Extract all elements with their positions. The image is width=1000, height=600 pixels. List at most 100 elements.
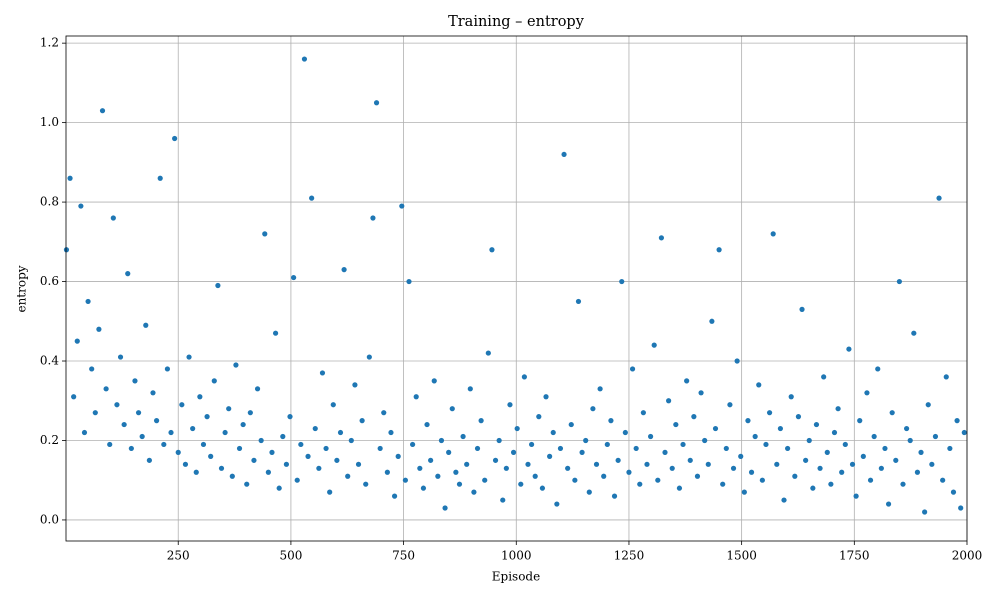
y-tick-label: 1.0 <box>40 115 59 129</box>
point <box>853 493 859 499</box>
point <box>586 489 592 495</box>
point <box>723 445 729 452</box>
point <box>114 402 120 408</box>
point <box>803 457 809 463</box>
point <box>117 354 124 360</box>
point <box>240 421 246 428</box>
point <box>456 481 463 487</box>
point <box>673 421 679 428</box>
point <box>676 485 683 491</box>
point <box>759 477 765 483</box>
point <box>200 441 207 448</box>
point <box>128 445 134 452</box>
point <box>229 473 235 479</box>
point <box>929 461 935 467</box>
point <box>428 457 434 463</box>
point <box>885 501 892 507</box>
point <box>89 366 95 372</box>
point <box>752 433 758 440</box>
point <box>702 437 708 444</box>
point <box>424 421 430 428</box>
point <box>316 465 322 471</box>
point <box>691 414 697 420</box>
point <box>283 461 290 467</box>
point <box>849 461 856 467</box>
point <box>597 386 603 392</box>
point <box>467 386 473 392</box>
point <box>828 481 834 487</box>
point <box>575 298 582 305</box>
point <box>846 346 852 352</box>
point <box>244 481 250 487</box>
point <box>842 441 848 448</box>
point <box>395 453 401 459</box>
point <box>146 457 152 463</box>
point <box>226 406 232 412</box>
point <box>720 481 726 487</box>
point <box>781 497 787 503</box>
point <box>150 390 156 396</box>
x-tick-label: 500 <box>279 549 302 563</box>
point <box>287 414 293 420</box>
point <box>864 390 870 396</box>
point <box>276 485 282 491</box>
point <box>153 418 160 424</box>
point <box>766 410 773 416</box>
y-axis-label: entropy <box>15 265 29 312</box>
point <box>96 326 102 332</box>
point <box>327 489 333 495</box>
point <box>489 247 495 253</box>
point <box>644 461 650 467</box>
point <box>204 414 210 420</box>
point <box>161 441 167 448</box>
point <box>193 469 199 475</box>
point <box>103 386 109 392</box>
point <box>471 489 477 495</box>
point <box>507 402 513 408</box>
point <box>309 195 315 201</box>
point <box>709 318 715 324</box>
point <box>947 445 953 452</box>
point <box>464 461 470 467</box>
point <box>950 489 957 495</box>
point <box>85 298 91 305</box>
point <box>557 445 564 452</box>
point <box>958 505 964 511</box>
point <box>712 425 719 432</box>
point <box>399 203 405 209</box>
point <box>619 278 625 285</box>
y-tick-label: 0.2 <box>40 433 59 447</box>
point <box>550 429 556 436</box>
point <box>190 425 196 432</box>
point <box>680 441 686 448</box>
point <box>359 418 365 424</box>
point <box>922 509 928 515</box>
point <box>132 378 138 384</box>
x-tick-label: 2000 <box>952 549 983 563</box>
point <box>687 457 693 463</box>
point <box>236 445 243 452</box>
point <box>215 282 221 289</box>
point <box>647 433 654 440</box>
point <box>799 306 805 312</box>
point <box>857 418 863 424</box>
plot-frame <box>65 35 968 542</box>
point <box>377 445 383 452</box>
point <box>172 135 178 142</box>
point <box>954 418 960 424</box>
point <box>889 410 895 416</box>
point <box>186 354 192 360</box>
point <box>334 457 340 463</box>
point <box>813 421 820 428</box>
point <box>615 457 621 463</box>
point <box>251 457 257 463</box>
point <box>640 410 646 416</box>
point <box>262 231 268 237</box>
point <box>168 429 174 436</box>
point <box>107 441 113 448</box>
point <box>593 461 600 467</box>
x-tick-label: 1750 <box>839 549 870 563</box>
point <box>810 485 816 491</box>
point <box>590 406 596 412</box>
point <box>637 481 643 487</box>
